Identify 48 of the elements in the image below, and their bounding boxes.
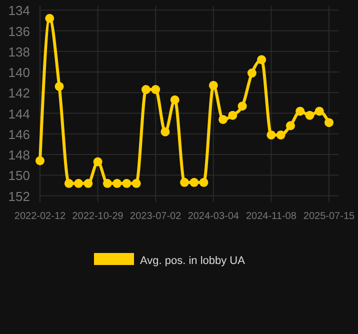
point [64, 178, 74, 188]
point [218, 114, 228, 124]
point [112, 178, 122, 188]
x-tick-label: 2024-11-08 [246, 211, 297, 222]
y-tick-label: 148 [8, 148, 30, 163]
point [74, 178, 84, 188]
point [208, 80, 218, 90]
point [160, 127, 170, 136]
x-tick-label: 2022-02-12 [14, 211, 66, 222]
point [141, 85, 150, 94]
y-tick-label: 140 [8, 65, 30, 80]
point [45, 14, 54, 23]
point [84, 178, 93, 188]
point [199, 178, 208, 187]
point [132, 178, 141, 188]
point [314, 106, 324, 116]
point [170, 95, 180, 104]
point [54, 82, 64, 91]
y-tick-label: 146 [8, 126, 30, 142]
y-tick-label: 136 [8, 24, 30, 39]
x-tick-label: 2023-07-02 [130, 211, 182, 222]
legend-label: Avg. pos. in lobby UA [140, 255, 246, 267]
point [324, 118, 334, 128]
y-tick-label: 144 [8, 106, 30, 122]
point [276, 130, 286, 140]
point [257, 55, 266, 64]
point [296, 106, 305, 116]
point [180, 178, 189, 187]
y-tick-label: 142 [8, 86, 30, 101]
point [190, 178, 199, 187]
y-tick-label: 150 [8, 168, 30, 184]
point [286, 121, 295, 130]
point [151, 85, 160, 94]
x-tick-label: 2024-03-04 [188, 211, 240, 222]
point [228, 110, 238, 120]
point [36, 156, 44, 166]
point [266, 130, 276, 140]
y-tick-label: 152 [8, 188, 30, 204]
point [122, 178, 132, 188]
point [305, 110, 314, 120]
point [102, 178, 112, 188]
y-tick-label: 138 [8, 44, 30, 60]
point [247, 68, 256, 78]
point [93, 157, 102, 166]
y-tick-label: 134 [8, 3, 30, 18]
point [238, 102, 247, 111]
x-tick-label: 2025-07-15 [303, 211, 356, 222]
x-tick-label: 2022-10-29 [72, 211, 124, 222]
